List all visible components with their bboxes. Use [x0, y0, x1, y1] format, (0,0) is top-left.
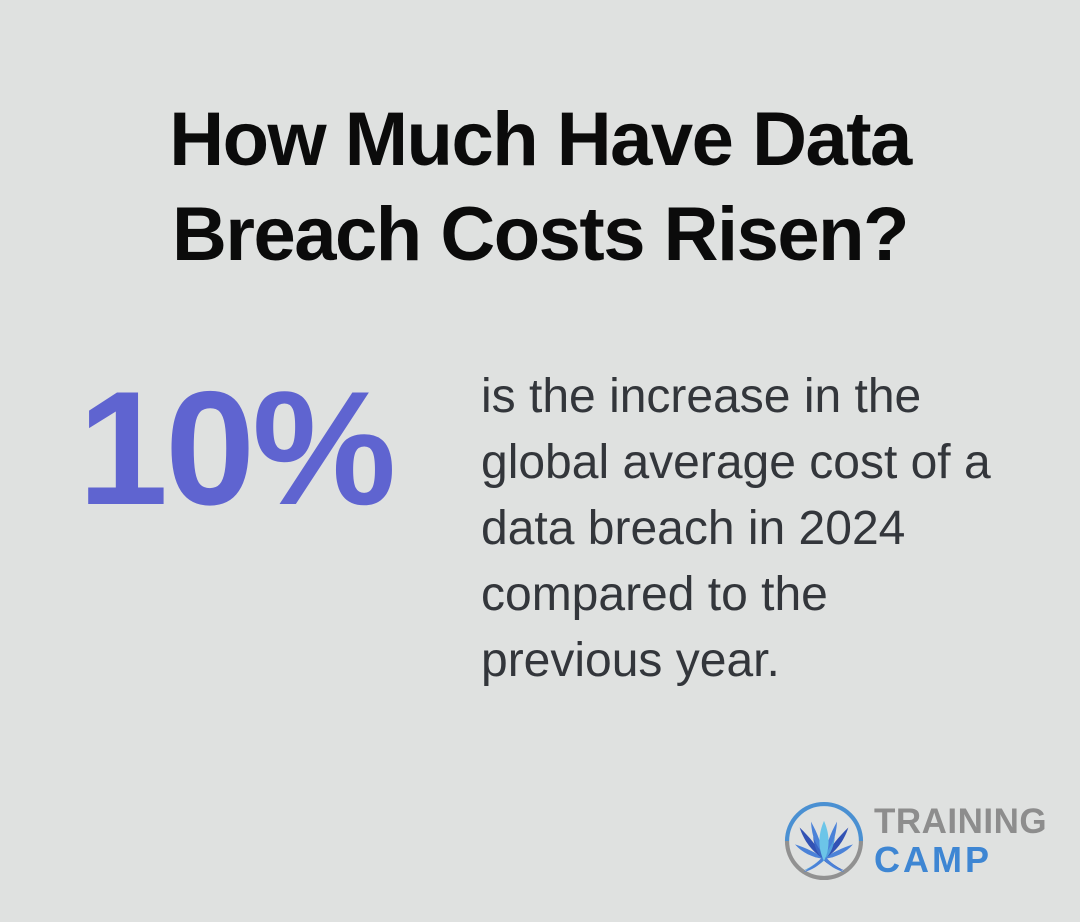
stat-description-line: is the increase in the: [481, 370, 922, 423]
stat-description-line: data breach in 2024: [481, 502, 906, 555]
page-title: How Much Have Data Breach Costs Risen?: [0, 92, 1080, 282]
logo-word-camp: CAMP: [874, 839, 992, 880]
stat-description-line: compared to the: [481, 568, 828, 621]
title-line-1: How Much Have Data: [169, 97, 912, 182]
stat-description-line: global average cost of a: [481, 436, 991, 489]
stat-description: is the increase in the global average co…: [481, 364, 1021, 694]
stat-description-line: previous year.: [481, 634, 780, 687]
title-line-2: Breach Costs Risen?: [172, 192, 909, 277]
training-camp-logo: TRAINING CAMP: [782, 799, 1047, 883]
stat-value: 10%: [78, 358, 396, 539]
lotus-flower-icon: [784, 802, 864, 880]
logo-word-training: TRAINING: [874, 802, 1048, 841]
logo-wordmark: TRAINING CAMP: [874, 799, 1047, 879]
